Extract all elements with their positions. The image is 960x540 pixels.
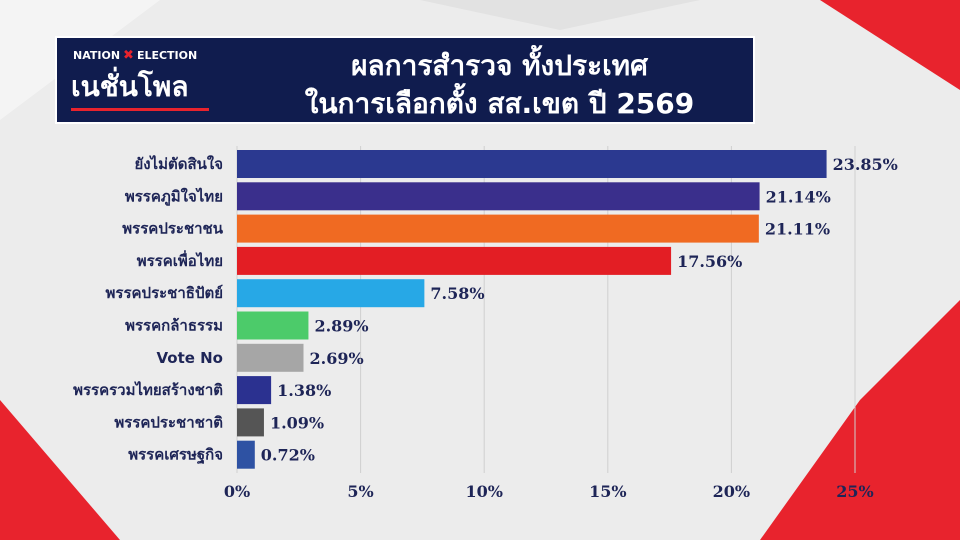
bar	[237, 440, 255, 469]
brand-election-text: ELECTION	[136, 49, 198, 62]
x-tick-label: 0%	[224, 482, 250, 501]
brand-nationpoll-logo: เนชั่นโพล	[71, 70, 189, 103]
bar	[237, 182, 760, 211]
data-label: 7.58%	[430, 284, 484, 303]
category-label: พรรคประชาชาติ	[114, 413, 223, 431]
category-label: พรรคประชาชน	[122, 220, 223, 238]
x-tick-label: 20%	[713, 482, 750, 501]
category-label: พรรคกล้าธรรม	[125, 317, 223, 335]
data-label: 1.38%	[277, 381, 331, 400]
bar	[237, 279, 425, 308]
brand-nation-election: NATION ✖ ELECTION	[73, 48, 197, 63]
x-tick-label: 5%	[347, 482, 373, 501]
chart-title-line2: ในการเลือกตั้ง สส.เขต ปี 2569	[304, 87, 695, 120]
data-label: 1.09%	[270, 413, 324, 432]
category-label: Vote No	[156, 349, 223, 367]
category-label: พรรครวมไทยสร้างชาติ	[73, 380, 223, 399]
bar	[237, 408, 264, 437]
bar	[237, 376, 272, 405]
x-tick-label: 10%	[465, 482, 502, 501]
category-label: พรรคเพื่อไทย	[137, 250, 223, 270]
chart-title-line1: ผลการสำรวจ ทั้งประเทศ	[351, 49, 648, 82]
x-tick-label: 15%	[589, 482, 626, 501]
data-label: 21.11%	[765, 220, 830, 239]
brand-x-icon: ✖	[123, 48, 134, 63]
category-label: พรรคประชาธิปัตย์	[106, 284, 223, 302]
brand-nation-text: NATION	[73, 49, 121, 62]
bar	[237, 343, 304, 372]
bar	[237, 150, 827, 178]
x-tick-label: 25%	[836, 482, 873, 501]
category-label: พรรคภูมิใจไทย	[125, 186, 223, 206]
data-label: 23.85%	[833, 155, 898, 174]
category-label: พรรคเศรษฐกิจ	[128, 446, 223, 465]
title-banner: NATION ✖ ELECTION เนชั่นโพล ผลการสำรวจ ทั้…	[55, 36, 755, 124]
bar	[237, 246, 672, 275]
brand-underline	[71, 108, 209, 111]
data-label: 17.56%	[677, 252, 742, 271]
category-label: ยังไม่ตัดสินใจ	[134, 154, 223, 173]
bar	[237, 311, 309, 340]
bar	[237, 214, 759, 243]
data-label: 2.89%	[314, 317, 368, 336]
data-label: 21.14%	[766, 187, 831, 206]
data-label: 2.69%	[309, 349, 363, 368]
data-label: 0.72%	[261, 446, 315, 465]
